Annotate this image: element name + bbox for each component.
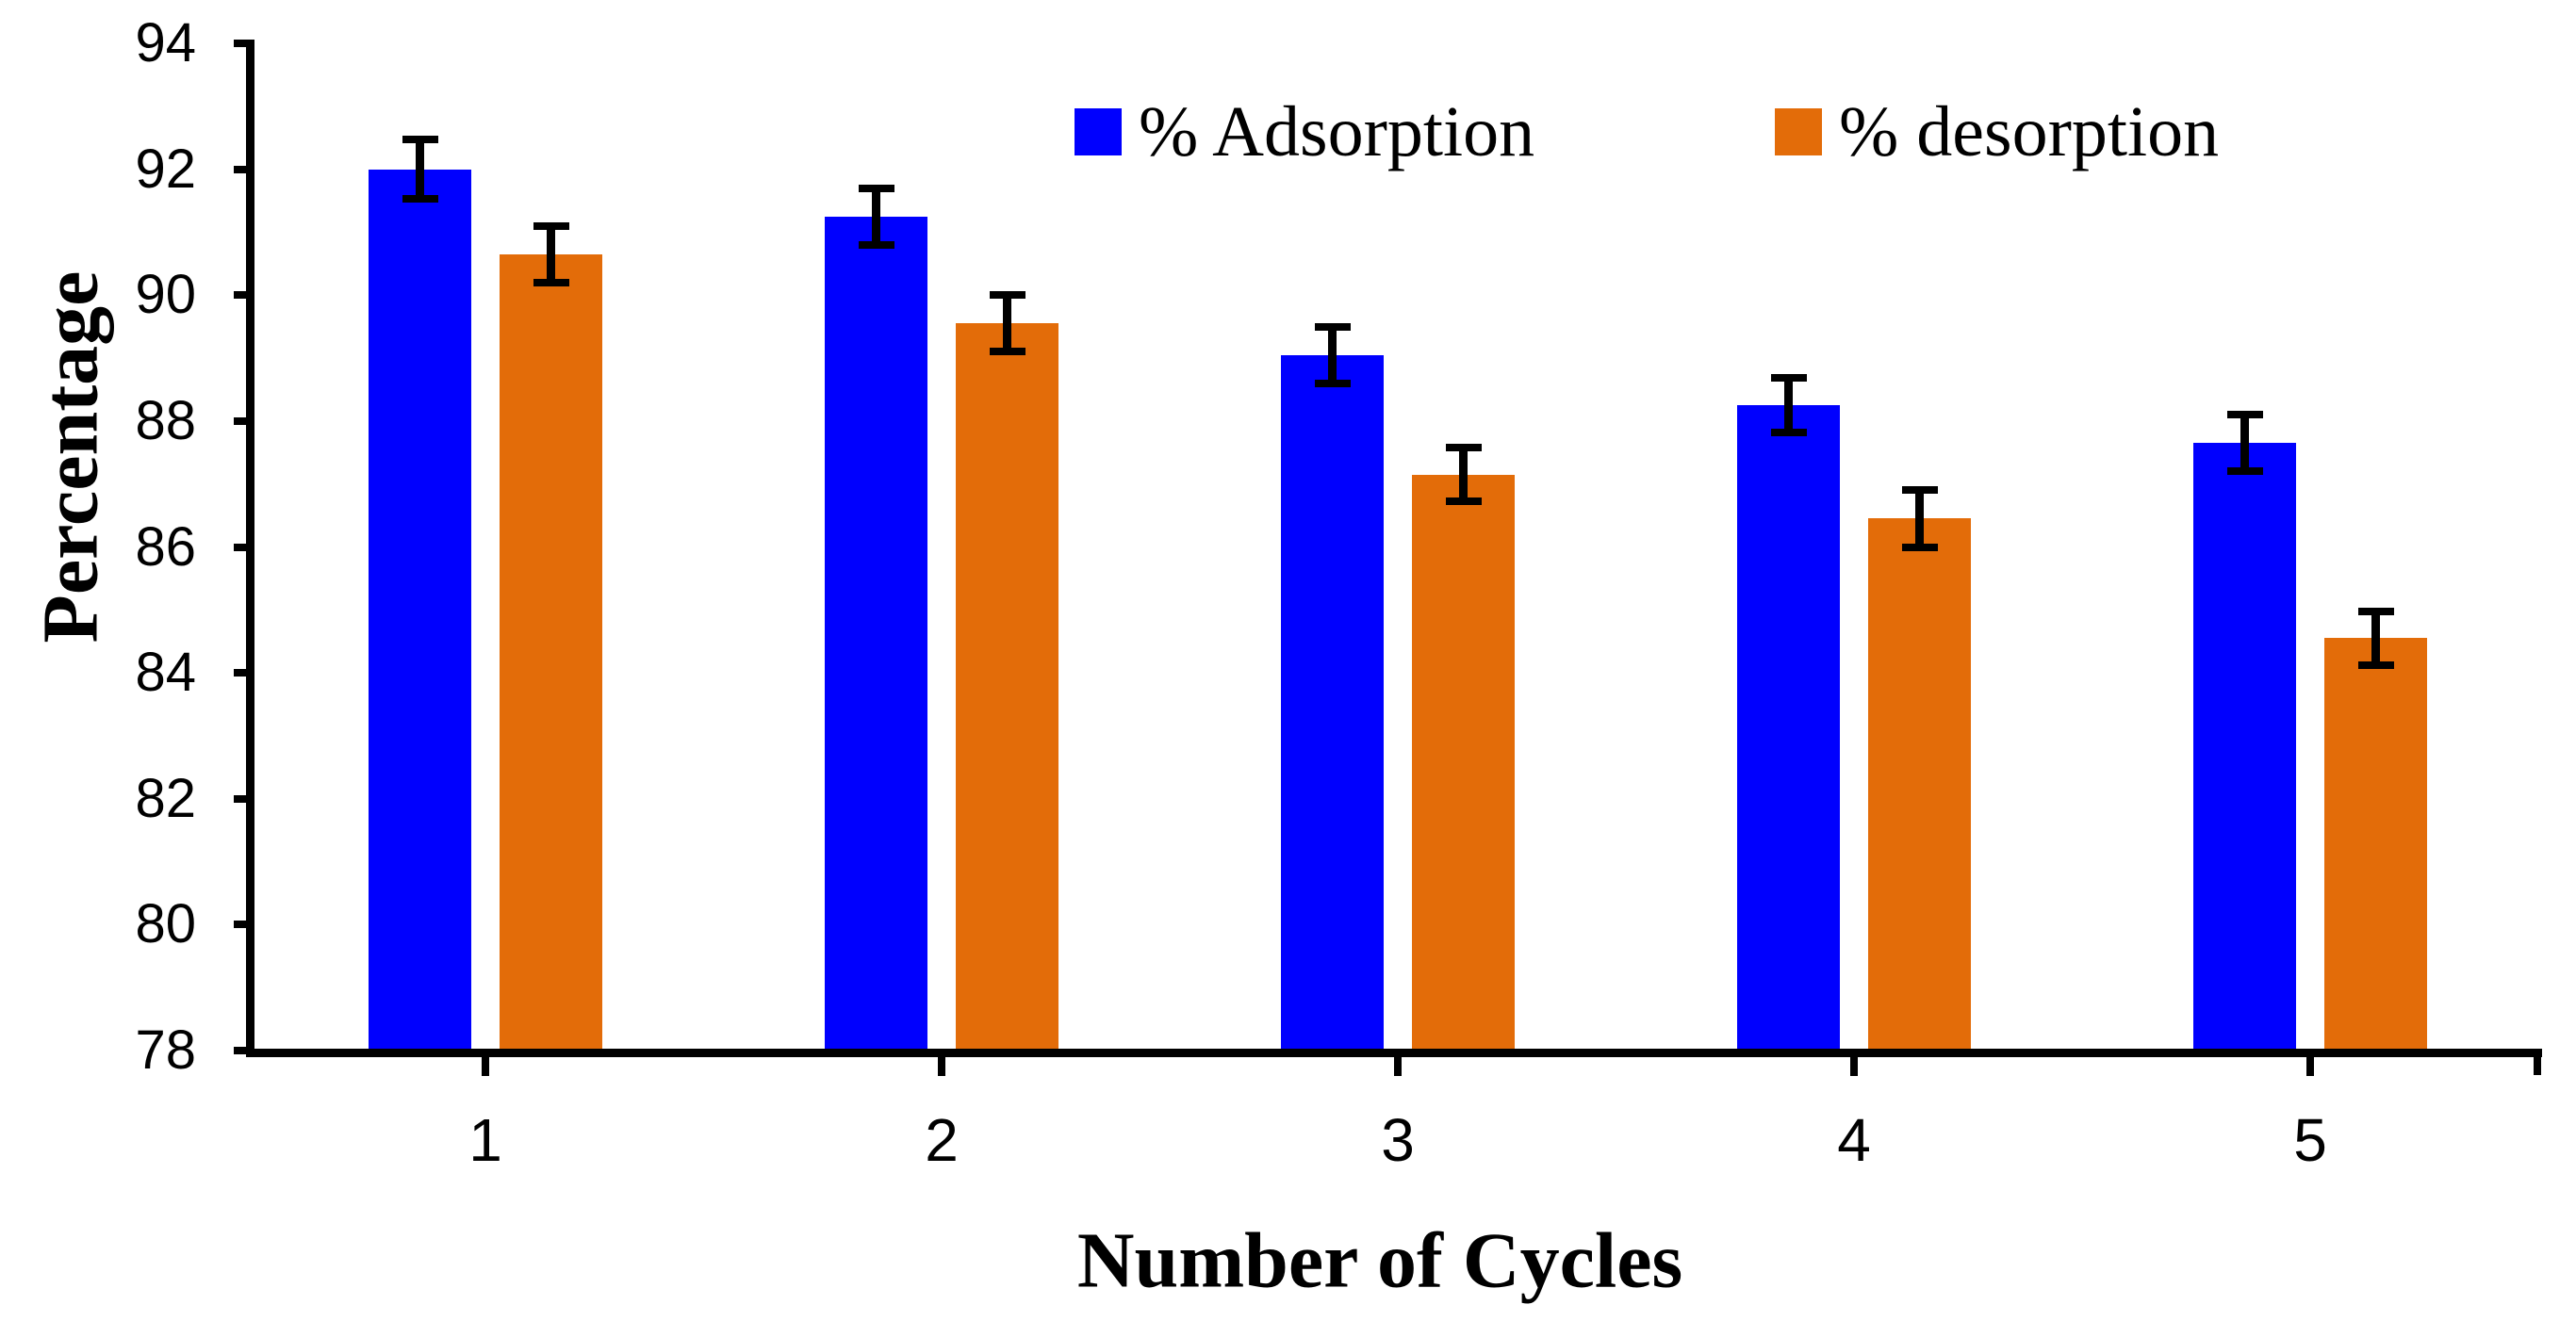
bar-adsorption-cycle-3: [1281, 354, 1384, 1049]
error-bar-cap-bottom: [858, 240, 894, 249]
error-bar-line: [1784, 378, 1793, 432]
x-tick: [482, 1057, 489, 1076]
y-tick-label: 90: [135, 264, 196, 326]
y-tick: [234, 165, 254, 173]
error-bar-cap-bottom: [2226, 467, 2263, 476]
error-bar-cap-bottom: [1770, 428, 1807, 436]
x-tick: [938, 1057, 945, 1076]
x-tick-label: 5: [2293, 1106, 2327, 1174]
error-bar-cap-top: [2357, 607, 2394, 615]
error-bar-cap-top: [1445, 443, 1482, 451]
x-axis-end-tick: [2534, 1049, 2541, 1075]
y-tick-label: 88: [135, 389, 196, 451]
desorption-legend-swatch: [1775, 108, 1822, 155]
x-axis-line: [246, 1049, 2542, 1057]
bar-adsorption-cycle-4: [1737, 405, 1840, 1049]
error-bar-line: [2240, 415, 2249, 472]
y-tick-label: 94: [135, 12, 196, 73]
y-tick-label: 80: [135, 893, 196, 955]
x-tick-label: 1: [468, 1106, 502, 1174]
legend-item-desorption: % desorption: [1775, 96, 2219, 168]
y-axis-title: Percentage: [26, 270, 115, 644]
y-tick-label: 82: [135, 767, 196, 829]
bar-desorption-cycle-2: [956, 323, 1058, 1049]
error-bar-cap-bottom: [989, 348, 1025, 356]
error-bar-cap-bottom: [533, 278, 569, 286]
x-tick-label: 2: [925, 1106, 959, 1174]
error-bar-cap-bottom: [1445, 497, 1482, 506]
y-tick-label: 78: [135, 1019, 196, 1081]
x-axis-title: Number of Cycles: [1076, 1216, 1683, 1305]
bar-adsorption-cycle-5: [2193, 443, 2296, 1049]
y-tick-label: 84: [135, 642, 196, 704]
legend-item-adsorption: % Adsorption: [1075, 96, 1534, 168]
error-bar-line: [1003, 295, 1011, 352]
error-bar-cap-top: [1901, 486, 1938, 495]
error-bar-cap-top: [402, 136, 438, 144]
y-tick: [234, 669, 254, 677]
y-tick: [234, 543, 254, 551]
error-bar-line: [1328, 326, 1337, 383]
error-bar-cap-bottom: [1314, 379, 1351, 387]
error-bar-line: [416, 139, 424, 200]
x-tick-label: 4: [1837, 1106, 1871, 1174]
bar-desorption-cycle-3: [1412, 474, 1515, 1049]
error-bar-cap-top: [989, 291, 1025, 300]
error-bar-cap-bottom: [1901, 543, 1938, 551]
bar-desorption-cycle-5: [2324, 638, 2427, 1049]
y-tick: [234, 1047, 254, 1054]
bar-adsorption-cycle-1: [369, 169, 471, 1049]
error-bar-cap-top: [858, 184, 894, 192]
bar-adsorption-cycle-2: [825, 216, 927, 1049]
error-bar-line: [2371, 611, 2380, 666]
error-bar-cap-top: [2226, 411, 2263, 419]
y-tick: [234, 416, 254, 425]
bar-desorption-cycle-4: [1868, 518, 1971, 1049]
error-bar-cap-top: [533, 221, 569, 230]
error-bar-cap-top: [1314, 322, 1351, 331]
error-bar-line: [872, 188, 880, 245]
error-bar-cap-top: [1770, 374, 1807, 383]
x-tick-label: 3: [1381, 1106, 1415, 1174]
x-tick: [1394, 1057, 1402, 1076]
adsorption-legend-label: % Adsorption: [1139, 92, 1535, 171]
y-tick-label: 92: [135, 138, 196, 200]
desorption-legend-label: % desorption: [1839, 92, 2220, 171]
y-tick: [234, 291, 254, 300]
y-tick: [234, 40, 254, 47]
error-bar-line: [1459, 447, 1468, 502]
error-bar-cap-bottom: [2357, 661, 2394, 670]
error-bar-line: [547, 225, 555, 283]
bar-desorption-cycle-1: [500, 253, 602, 1049]
x-tick: [1850, 1057, 1858, 1076]
error-bar-cap-bottom: [402, 195, 438, 204]
y-tick-label: 86: [135, 515, 196, 578]
y-tick: [234, 921, 254, 929]
error-bar-line: [1915, 490, 1924, 547]
adsorption-legend-swatch: [1075, 108, 1122, 155]
x-tick: [2306, 1057, 2314, 1076]
y-tick: [234, 794, 254, 803]
